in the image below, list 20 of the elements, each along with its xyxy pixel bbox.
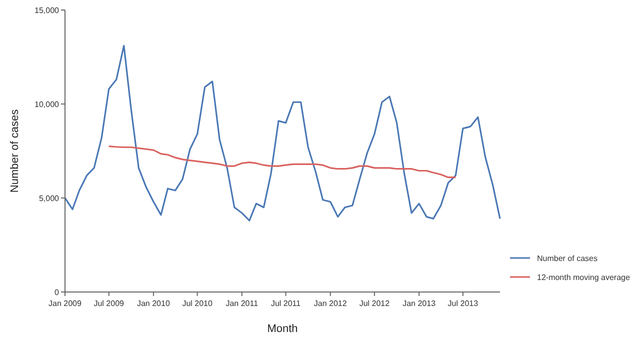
x-tick-label: Jan 2010 xyxy=(136,299,170,308)
y-tick-label: 10,000 xyxy=(34,100,60,109)
x-axis-title: Month xyxy=(267,323,298,335)
x-tick-label: Jul 2010 xyxy=(182,299,213,308)
x-tick-label: Jul 2012 xyxy=(359,299,390,308)
x-tick-label: Jan 2012 xyxy=(314,299,348,308)
legend-label: Number of cases xyxy=(537,254,598,263)
x-tick-label: Jan 2009 xyxy=(48,299,82,308)
x-tick-label: Jan 2013 xyxy=(402,299,436,308)
x-tick-label: Jul 2013 xyxy=(448,299,479,308)
y-axis-title: Number of cases xyxy=(9,108,21,193)
x-tick-label: Jan 2011 xyxy=(226,299,259,308)
y-tick-label: 15,000 xyxy=(34,6,60,15)
x-tick-label: Jul 2011 xyxy=(270,299,302,308)
legend-label: 12-month moving average xyxy=(537,272,630,282)
line-series xyxy=(108,146,456,178)
x-tick-label: Jul 2009 xyxy=(94,299,125,308)
y-tick-label: 0 xyxy=(54,288,60,297)
y-tick-label: 5,000 xyxy=(38,194,60,203)
line-series xyxy=(64,44,501,222)
